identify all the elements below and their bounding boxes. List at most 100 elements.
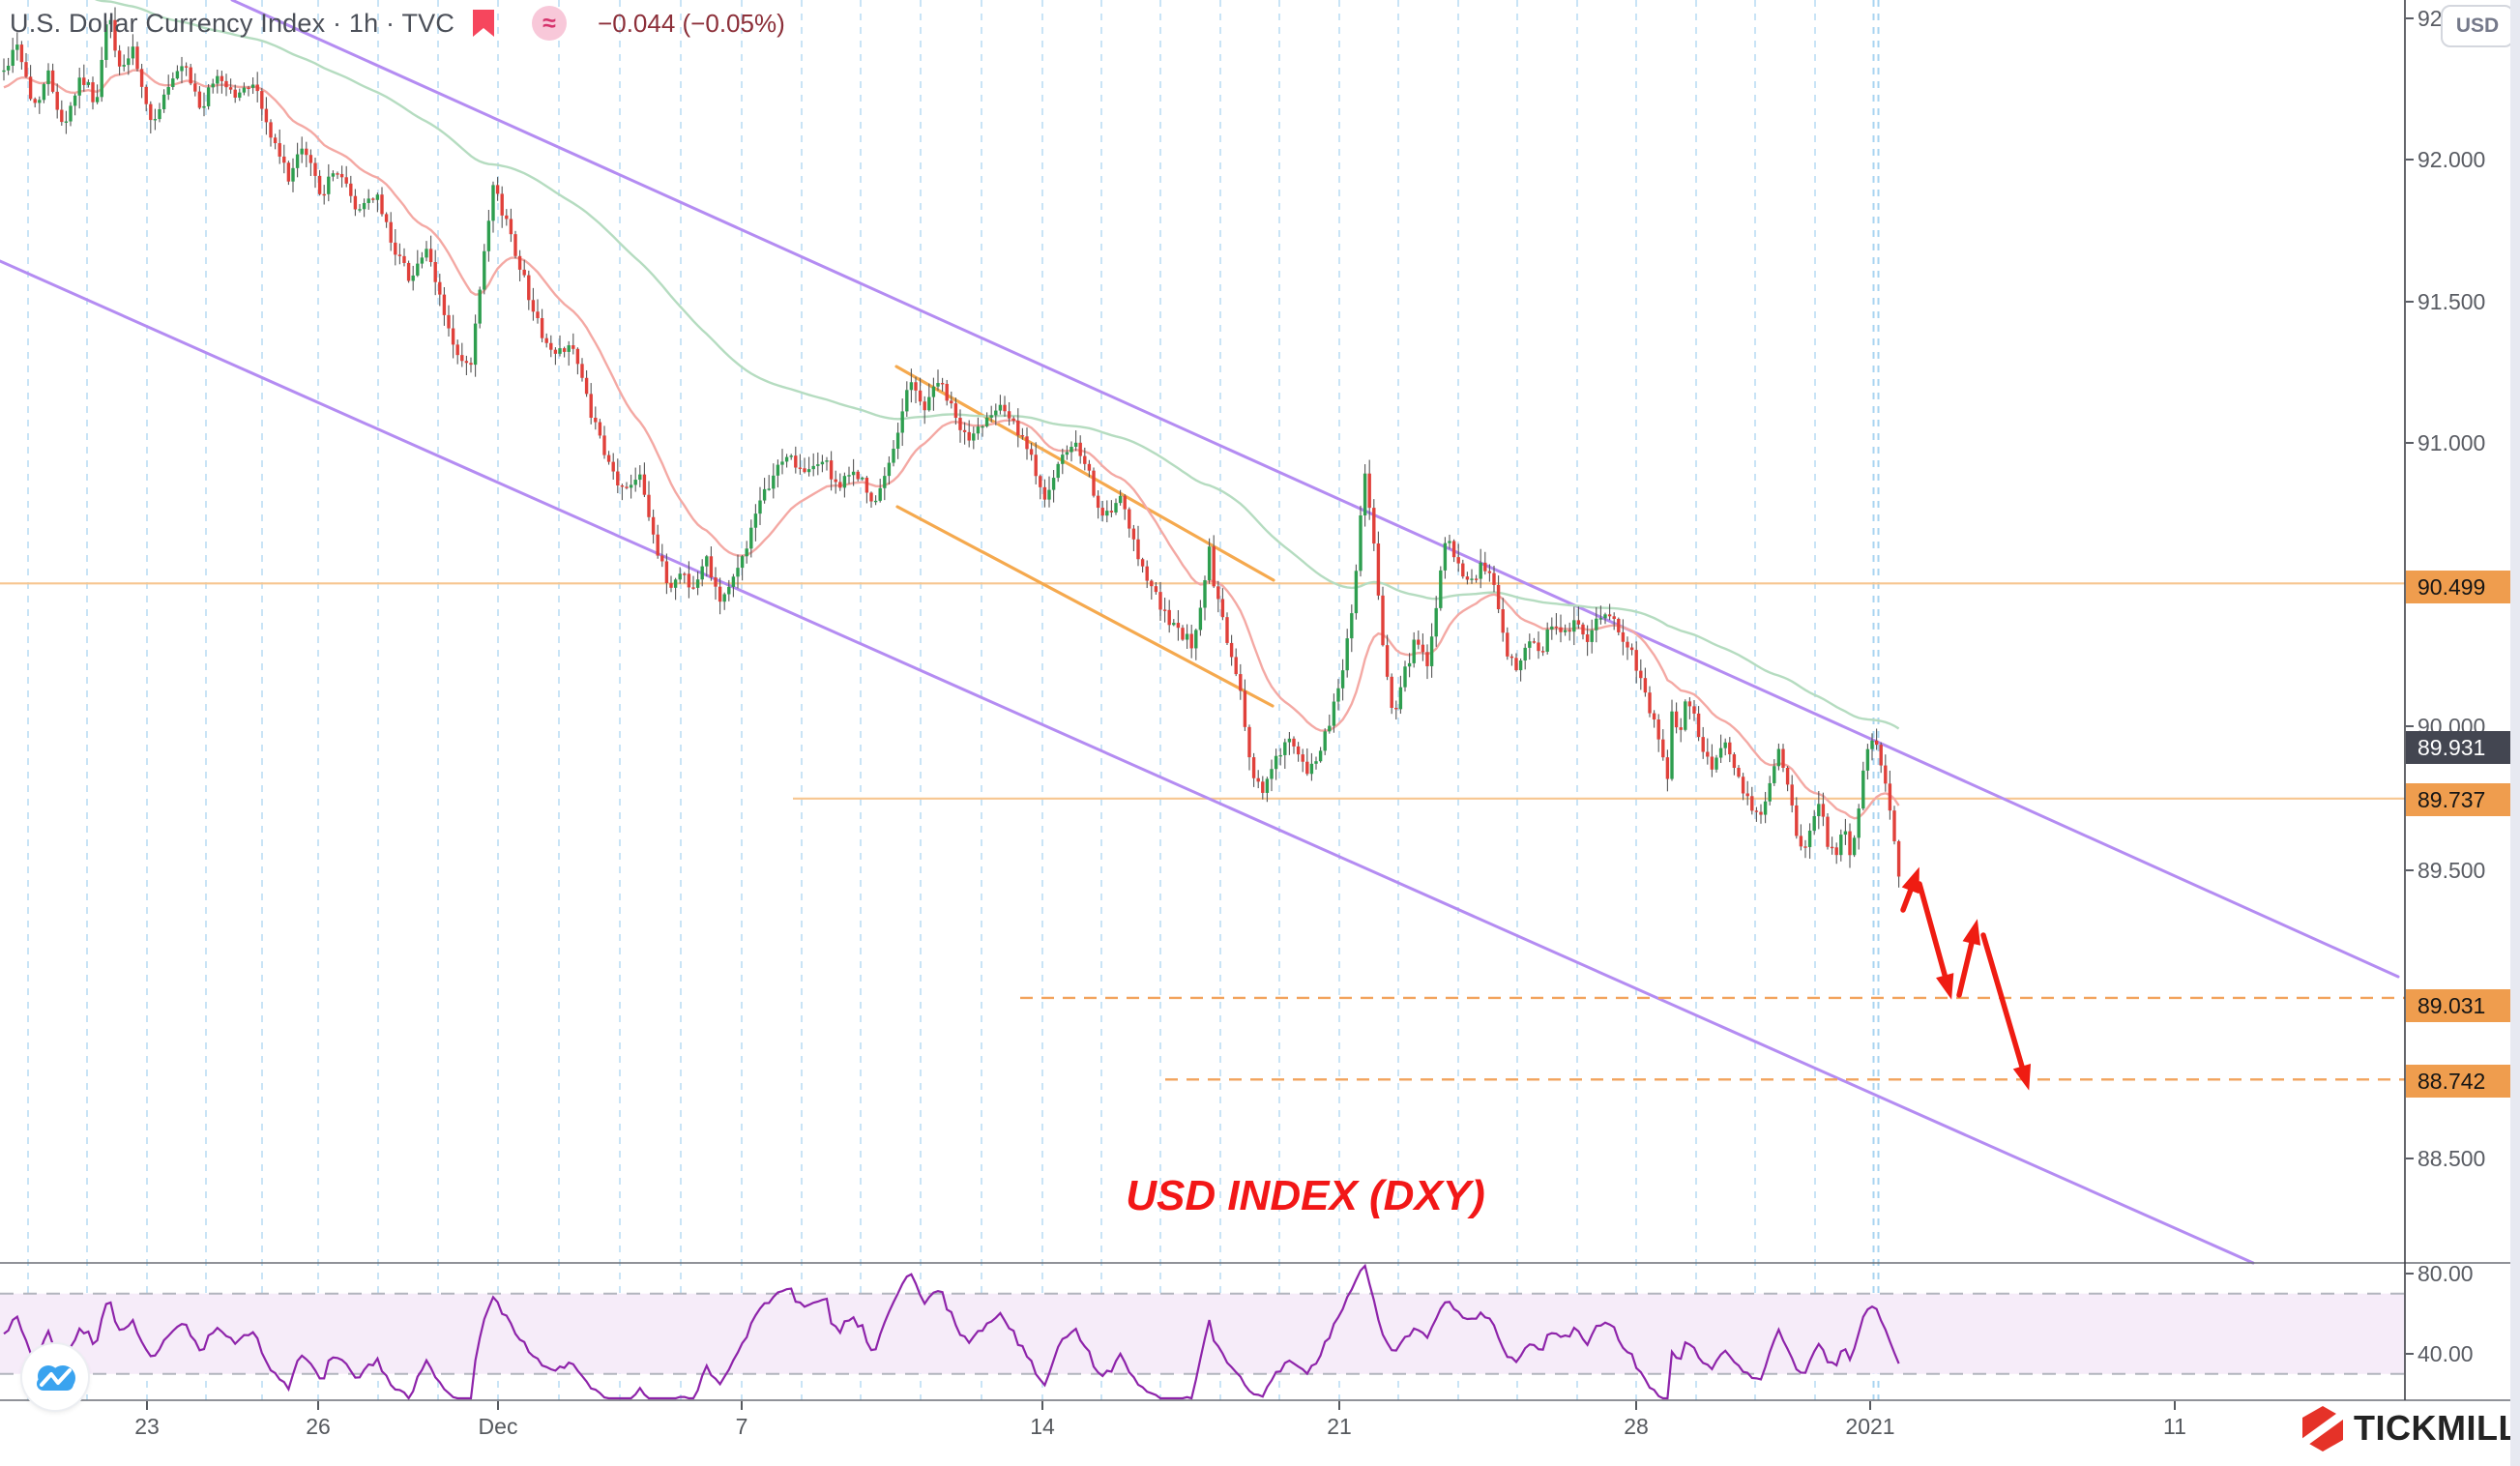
candle-body xyxy=(758,500,762,514)
candle-body xyxy=(633,480,637,485)
candle-body xyxy=(1145,566,1149,581)
candle-body xyxy=(206,87,211,106)
candle-body xyxy=(656,534,659,556)
price-tick-mark xyxy=(2406,725,2414,727)
candle-body xyxy=(264,108,269,123)
candle-body xyxy=(900,411,904,433)
candle-body xyxy=(1785,767,1790,785)
candle-body xyxy=(1879,745,1883,766)
candle-body xyxy=(11,49,15,66)
candle-body xyxy=(1817,804,1821,816)
arrow-head xyxy=(1936,973,1954,1000)
approx-status-icon[interactable]: ≈ xyxy=(532,6,568,41)
candle-body xyxy=(1034,454,1038,477)
candle-body xyxy=(1350,613,1354,639)
candle-body xyxy=(175,71,180,79)
candle-body xyxy=(1590,630,1594,642)
time-tick-mark xyxy=(741,1401,743,1410)
candle-body xyxy=(1674,711,1679,728)
candle-body xyxy=(1172,623,1176,626)
candle-body xyxy=(1385,645,1390,677)
candle-body xyxy=(286,162,291,182)
candle-body xyxy=(1857,808,1861,838)
candle-body xyxy=(1834,847,1838,856)
candle-body xyxy=(1523,647,1527,661)
candle-body xyxy=(1212,546,1216,587)
candle-body xyxy=(936,383,940,387)
candle-body xyxy=(28,76,33,100)
candle-body xyxy=(584,377,589,395)
candle-body xyxy=(211,83,215,88)
candle-body xyxy=(95,97,100,103)
candle-body xyxy=(438,281,442,295)
candle-body xyxy=(505,215,509,220)
candle-body xyxy=(861,477,864,480)
candle-body xyxy=(1870,740,1874,749)
candle-body xyxy=(336,173,339,175)
candle-body xyxy=(989,415,993,418)
candle-body xyxy=(1648,692,1652,714)
candle-body xyxy=(1162,609,1167,611)
arrow-head xyxy=(1901,866,1919,894)
candle-body xyxy=(638,474,642,481)
arrow-shaft xyxy=(1956,934,1976,998)
candle-body xyxy=(1216,586,1220,600)
candle-body xyxy=(838,482,842,488)
candle-body xyxy=(420,257,425,264)
candle-body xyxy=(1318,750,1323,762)
flag-bookmark-icon[interactable] xyxy=(470,8,497,39)
time-label-14: 14 xyxy=(1030,1414,1055,1439)
candle-body xyxy=(1723,742,1727,748)
candle-body xyxy=(1532,641,1537,643)
candle-body xyxy=(483,250,486,290)
candle-body xyxy=(339,173,344,178)
candle-body xyxy=(1848,831,1852,856)
approx-symbol: ≈ xyxy=(542,9,556,37)
candle-body xyxy=(1239,674,1243,691)
candle-body xyxy=(1367,473,1371,509)
time-tick-mark xyxy=(1338,1401,1340,1410)
time-label-7: 7 xyxy=(735,1414,748,1439)
candle-body xyxy=(300,148,304,155)
currency-button[interactable]: USD xyxy=(2441,5,2514,47)
candle-body xyxy=(625,486,629,488)
candle-body xyxy=(184,66,189,68)
candle-body xyxy=(394,242,397,255)
candle-body xyxy=(1474,578,1479,580)
candle-body xyxy=(108,19,113,25)
candle-body xyxy=(887,462,892,477)
candle-body xyxy=(1843,831,1848,836)
candle-body xyxy=(69,105,73,122)
candle-body xyxy=(1131,528,1136,540)
candle-body xyxy=(202,105,206,108)
candle-body xyxy=(575,348,580,365)
candle-body xyxy=(1874,740,1879,746)
candle-body xyxy=(776,464,780,476)
candle-body xyxy=(82,77,86,85)
time-tick-mark xyxy=(497,1401,499,1410)
blue-cloud-logo-icon xyxy=(22,1344,88,1410)
candle-body xyxy=(1096,495,1100,509)
candle-body xyxy=(553,349,558,354)
candle-body xyxy=(317,175,322,194)
candle-body xyxy=(1773,766,1776,783)
arrow-head xyxy=(2012,1064,2032,1091)
candle-body xyxy=(1390,676,1393,709)
candle-body xyxy=(1572,620,1576,632)
candle-body xyxy=(1812,815,1816,832)
candle-body xyxy=(197,91,202,108)
candle-body xyxy=(33,99,37,103)
candle-body xyxy=(224,80,228,88)
candle-body xyxy=(1465,576,1470,580)
rsi-line xyxy=(3,1263,1900,1400)
candle-body xyxy=(1305,761,1309,775)
candle-body xyxy=(442,294,447,315)
candle-body xyxy=(1309,763,1314,775)
candle-body xyxy=(1229,642,1234,658)
chart-legend[interactable]: U.S. Dollar Currency Index · 1h · TVC ≈ … xyxy=(10,4,785,43)
lower-orange-trendline xyxy=(895,505,1275,708)
candle-body xyxy=(1398,687,1403,710)
symbol-title[interactable]: U.S. Dollar Currency Index · 1h · TVC xyxy=(10,8,455,38)
candle-body xyxy=(1737,768,1741,777)
